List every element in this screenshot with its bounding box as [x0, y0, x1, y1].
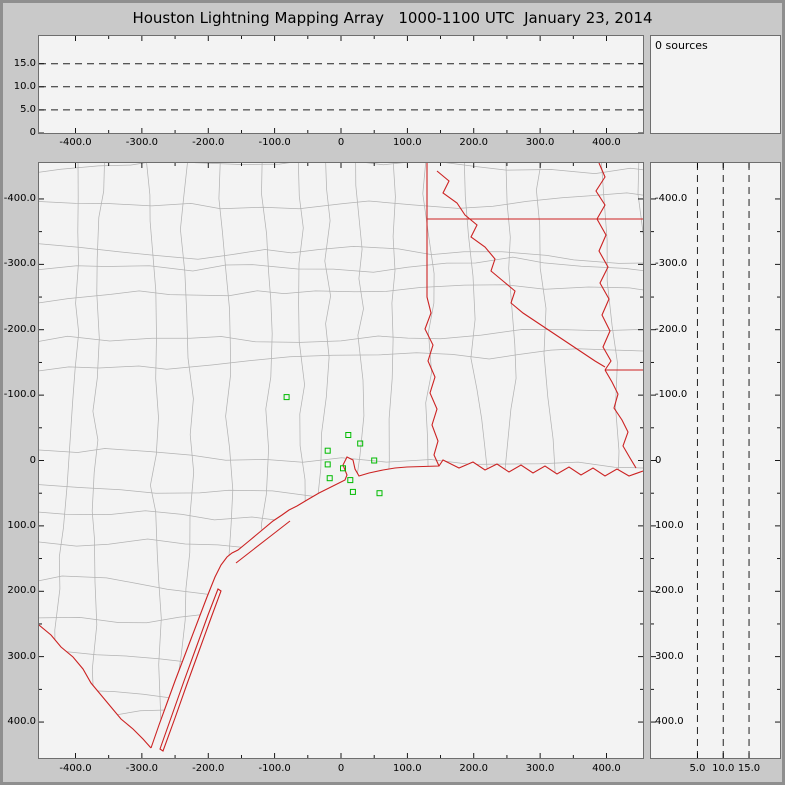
tick-label: -400.0: [59, 137, 92, 148]
tick-label: 15.0: [737, 763, 761, 774]
lma-station-marker: [283, 394, 290, 401]
ns-axis-tick-labels-map: -400.0 -300.0 -200.0 -100.0 0 100.0 200.0 300.0…: [4, 162, 36, 759]
altitude-histogram-panel[interactable]: 0 sources: [650, 35, 781, 134]
lma-station-marker: [371, 457, 378, 464]
ns-altitude-plot[interactable]: [651, 163, 780, 758]
tick-label: 100.0: [393, 763, 422, 774]
ew-axis-tick-labels-bottom: -400.0 -300.0 -200.0 -100.0 0 100.0 200.0 300.0…: [38, 762, 644, 776]
tick-label: 10.0: [13, 80, 36, 92]
state-borders: [39, 163, 643, 752]
lma-station-marker: [345, 432, 352, 438]
lma-stations: [283, 394, 383, 497]
ew-altitude-plot[interactable]: [39, 36, 643, 133]
mississippi-river-lower: [604, 369, 637, 469]
tick-label: -100.0: [3, 389, 36, 401]
mississippi-river: [595, 163, 612, 371]
lma-station-marker: [326, 475, 333, 482]
ew-altitude-panel[interactable]: [38, 35, 644, 134]
altitude-axis-tick-labels: 0 5.0 10.0 15.0: [4, 35, 36, 138]
tick-label: 300.0: [7, 650, 36, 662]
tick-label: -200.0: [192, 763, 225, 774]
tick-label: 200.0: [459, 137, 489, 148]
tick-label: 0: [337, 137, 345, 148]
altitude-axis-tick-labels-right: 5.0 10.0 15.0: [650, 762, 781, 776]
tick-label: -100.0: [258, 763, 291, 774]
tick-label: 5.0: [20, 103, 36, 115]
tick-label: 200.0: [7, 585, 36, 597]
coastline: [150, 456, 643, 749]
window-title: Houston Lightning Mapping Array 1000-110…: [132, 9, 653, 27]
rio-grande: [39, 624, 152, 749]
lma-station-marker: [324, 447, 331, 454]
tick-label: -400.0: [59, 763, 92, 774]
tick-label: -400.0: [3, 192, 36, 204]
tick-label: 400.0: [592, 137, 621, 148]
lma-station-marker: [349, 488, 356, 495]
source-count-label: 0 sources: [655, 39, 708, 52]
tick-label: 10.0: [712, 763, 735, 774]
tick-label: -200.0: [3, 323, 36, 335]
lma-station-marker: [347, 477, 354, 484]
tick-label: 100.0: [7, 519, 36, 531]
ew-axis-tick-labels: -400.0 -300.0 -200.0 -100.0 0 100.0 200.0 300.0…: [38, 136, 644, 150]
tick-label: 0: [29, 127, 36, 138]
tick-label: 400.0: [592, 763, 621, 774]
tick-label: 100.0: [393, 137, 422, 148]
matagorda-island: [235, 520, 291, 564]
county-lines: [39, 163, 643, 748]
map-axis-ticks: [39, 163, 643, 758]
tick-label: 300.0: [525, 137, 555, 148]
padre-island: [159, 588, 222, 752]
lma-station-marker: [340, 465, 346, 472]
red-river: [436, 170, 606, 368]
tx-east-border-and-sabine-river: [424, 163, 440, 467]
tick-label: 5.0: [689, 763, 706, 774]
tick-label: 400.0: [7, 716, 36, 728]
map-panel[interactable]: [38, 162, 644, 759]
tick-label: -300.0: [125, 763, 158, 774]
ns-altitude-panel[interactable]: [650, 162, 781, 759]
tick-label: -200.0: [192, 137, 225, 148]
lma-station-marker: [324, 461, 331, 468]
tick-label: -100.0: [258, 137, 291, 148]
tick-label: -300.0: [125, 137, 158, 148]
tick-label: 0: [29, 454, 36, 466]
tick-label: 300.0: [525, 763, 555, 774]
tick-label: 0: [337, 763, 345, 774]
tick-label: -300.0: [3, 258, 36, 270]
lma-station-marker: [376, 490, 383, 497]
plan-view-map[interactable]: [39, 163, 643, 758]
lma-station-marker: [357, 440, 364, 447]
tick-label: 200.0: [459, 763, 489, 774]
tick-label: 15.0: [13, 57, 36, 69]
